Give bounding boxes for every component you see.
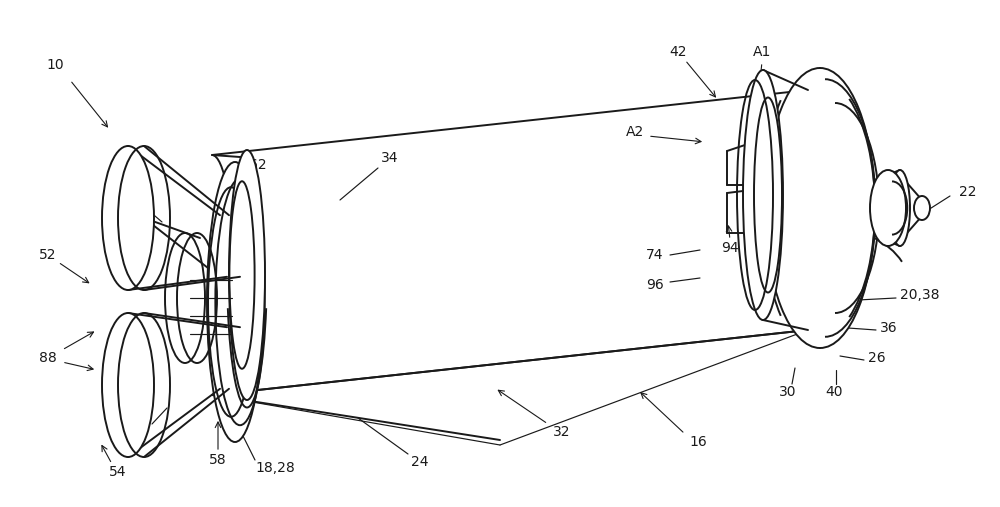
Text: 54: 54 <box>109 465 127 479</box>
Ellipse shape <box>890 170 910 246</box>
Text: 94: 94 <box>721 241 739 255</box>
Text: 42: 42 <box>669 45 687 59</box>
Text: 20,38: 20,38 <box>900 288 939 302</box>
Text: 26: 26 <box>868 351 886 365</box>
Text: 10: 10 <box>46 58 64 72</box>
Text: 40: 40 <box>825 385 843 399</box>
Text: 32: 32 <box>553 425 571 439</box>
Ellipse shape <box>229 150 265 400</box>
Ellipse shape <box>914 196 930 220</box>
Ellipse shape <box>165 233 205 363</box>
Text: 22: 22 <box>959 185 977 199</box>
Text: 84: 84 <box>123 195 141 209</box>
Ellipse shape <box>207 162 263 442</box>
Ellipse shape <box>870 170 906 246</box>
Text: 34: 34 <box>381 151 399 165</box>
Text: 84: 84 <box>129 425 147 439</box>
Text: 74: 74 <box>646 248 664 262</box>
Text: 30: 30 <box>779 385 797 399</box>
Text: 52: 52 <box>39 248 57 262</box>
Text: 36: 36 <box>880 321 898 335</box>
Text: 96: 96 <box>646 278 664 292</box>
Text: 62: 62 <box>249 158 267 172</box>
Text: 18,28: 18,28 <box>255 461 295 475</box>
Ellipse shape <box>743 70 783 320</box>
Ellipse shape <box>102 313 154 457</box>
Text: A1: A1 <box>753 45 771 59</box>
Ellipse shape <box>102 146 154 290</box>
Text: 16: 16 <box>689 435 707 449</box>
Text: 88: 88 <box>39 351 57 365</box>
Text: 58: 58 <box>209 453 227 467</box>
Ellipse shape <box>765 68 875 348</box>
Text: A2: A2 <box>626 125 644 139</box>
Text: 24: 24 <box>411 455 429 469</box>
